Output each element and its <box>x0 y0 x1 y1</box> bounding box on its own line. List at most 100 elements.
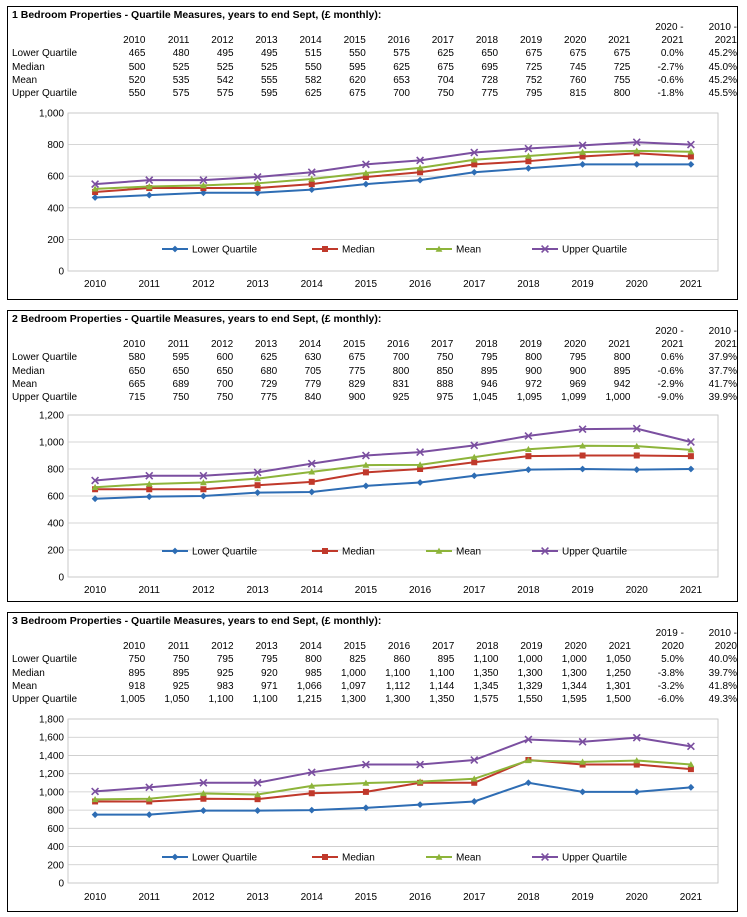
year-header: 2012 <box>211 641 234 653</box>
y-tick-label: 1,200 <box>39 411 64 422</box>
row-label: Lower Quartile <box>12 654 78 666</box>
value-cell: 755 <box>613 74 631 86</box>
legend-label: Median <box>342 245 375 256</box>
year-header: 2016 <box>387 339 410 351</box>
value-cell: 1,100 <box>473 654 499 666</box>
year-header: 2015 <box>343 339 366 351</box>
change-cell: 37.7% <box>708 365 737 377</box>
change-cell: 45.2% <box>708 48 737 60</box>
value-cell: 895 <box>613 365 631 377</box>
legend-item: Lower Quartile <box>162 245 257 256</box>
value-cell: 675 <box>349 88 366 100</box>
value-cell: 625 <box>393 61 410 73</box>
data-point <box>308 468 316 475</box>
data-point <box>633 452 640 459</box>
value-cell: 725 <box>525 61 543 73</box>
value-cell: 1,144 <box>429 680 455 692</box>
data-point <box>254 185 261 192</box>
value-cell: 775 <box>260 392 278 404</box>
data-point <box>579 758 586 765</box>
value-cell: 925 <box>172 680 190 692</box>
change-cell: 0.0% <box>660 48 684 60</box>
header-spacer <box>322 21 366 34</box>
data-point <box>525 757 532 764</box>
data-point <box>579 153 586 160</box>
legend-label: Mean <box>456 547 481 558</box>
y-tick-label: 0 <box>58 879 64 890</box>
year-header: 2011 <box>167 35 190 47</box>
header-spacer <box>587 627 631 640</box>
series-mean <box>91 147 695 192</box>
data-point <box>687 446 695 453</box>
change-cell: 37.9% <box>708 352 737 364</box>
data-point <box>362 779 370 786</box>
x-tick-label: 2021 <box>680 892 703 903</box>
value-cell: 795 <box>261 654 278 666</box>
y-tick-label: 600 <box>47 824 64 835</box>
data-point <box>416 801 424 809</box>
y-tick-label: 800 <box>47 140 64 151</box>
year-header: 2014 <box>299 339 322 351</box>
data-point <box>416 760 425 769</box>
value-cell: 675 <box>613 48 631 60</box>
change-cell: 5.0% <box>661 654 684 666</box>
data-point <box>470 168 478 176</box>
data-point <box>687 148 695 155</box>
change-cell: -3.8% <box>657 667 684 679</box>
value-cell: 895 <box>437 654 455 666</box>
legend-label: Lower Quartile <box>192 547 257 558</box>
series-line <box>95 758 692 803</box>
value-cell: 860 <box>393 654 411 666</box>
value-cell: 971 <box>261 680 278 692</box>
value-cell: 1,344 <box>561 680 587 692</box>
data-point <box>686 438 695 446</box>
header-spacer <box>278 627 322 640</box>
legend-label: Lower Quartile <box>192 853 257 864</box>
y-tick-label: 200 <box>47 860 64 871</box>
data-point <box>435 245 443 252</box>
data-point <box>253 778 262 787</box>
value-cell: 750 <box>216 392 234 404</box>
value-cell: 895 <box>128 667 146 679</box>
value-cell: 969 <box>569 378 587 390</box>
header-spacer <box>586 21 630 34</box>
data-point <box>200 189 207 197</box>
data-point <box>200 486 207 493</box>
data-point <box>254 189 261 197</box>
row-label: Median <box>12 365 45 377</box>
value-cell: 795 <box>525 88 543 100</box>
year-header: 2014 <box>299 641 322 653</box>
value-cell: 750 <box>437 88 454 100</box>
value-cell: 525 <box>216 61 234 73</box>
x-tick-label: 2016 <box>409 585 432 596</box>
header-spacer <box>366 627 410 640</box>
value-cell: 480 <box>172 48 190 60</box>
value-cell: 795 <box>569 352 587 364</box>
data-point <box>145 493 153 501</box>
header-spacer <box>410 21 454 34</box>
year-header: 2010 <box>123 35 146 47</box>
year-header: 2012 <box>210 339 234 351</box>
series-mean <box>91 757 695 803</box>
value-cell: 1,500 <box>605 694 631 706</box>
x-tick-label: 2016 <box>409 279 432 290</box>
x-tick-label: 2018 <box>517 585 540 596</box>
value-cell: 665 <box>128 378 146 390</box>
data-point <box>416 448 425 457</box>
x-tick-label: 2017 <box>463 585 486 596</box>
header-spacer <box>234 627 278 640</box>
data-point <box>632 424 641 433</box>
data-point <box>471 161 478 168</box>
header-spacer <box>8 627 101 640</box>
value-cell: 595 <box>260 88 278 100</box>
data-point <box>525 466 532 474</box>
data-point <box>541 245 549 253</box>
row-label: Upper Quartile <box>12 88 78 100</box>
header-spacer <box>189 21 233 34</box>
value-cell: 779 <box>304 378 322 390</box>
data-point <box>524 144 533 153</box>
data-point <box>145 811 153 819</box>
change-header: 2021 <box>714 339 737 351</box>
data-point <box>471 459 478 466</box>
value-cell: 750 <box>172 654 190 666</box>
